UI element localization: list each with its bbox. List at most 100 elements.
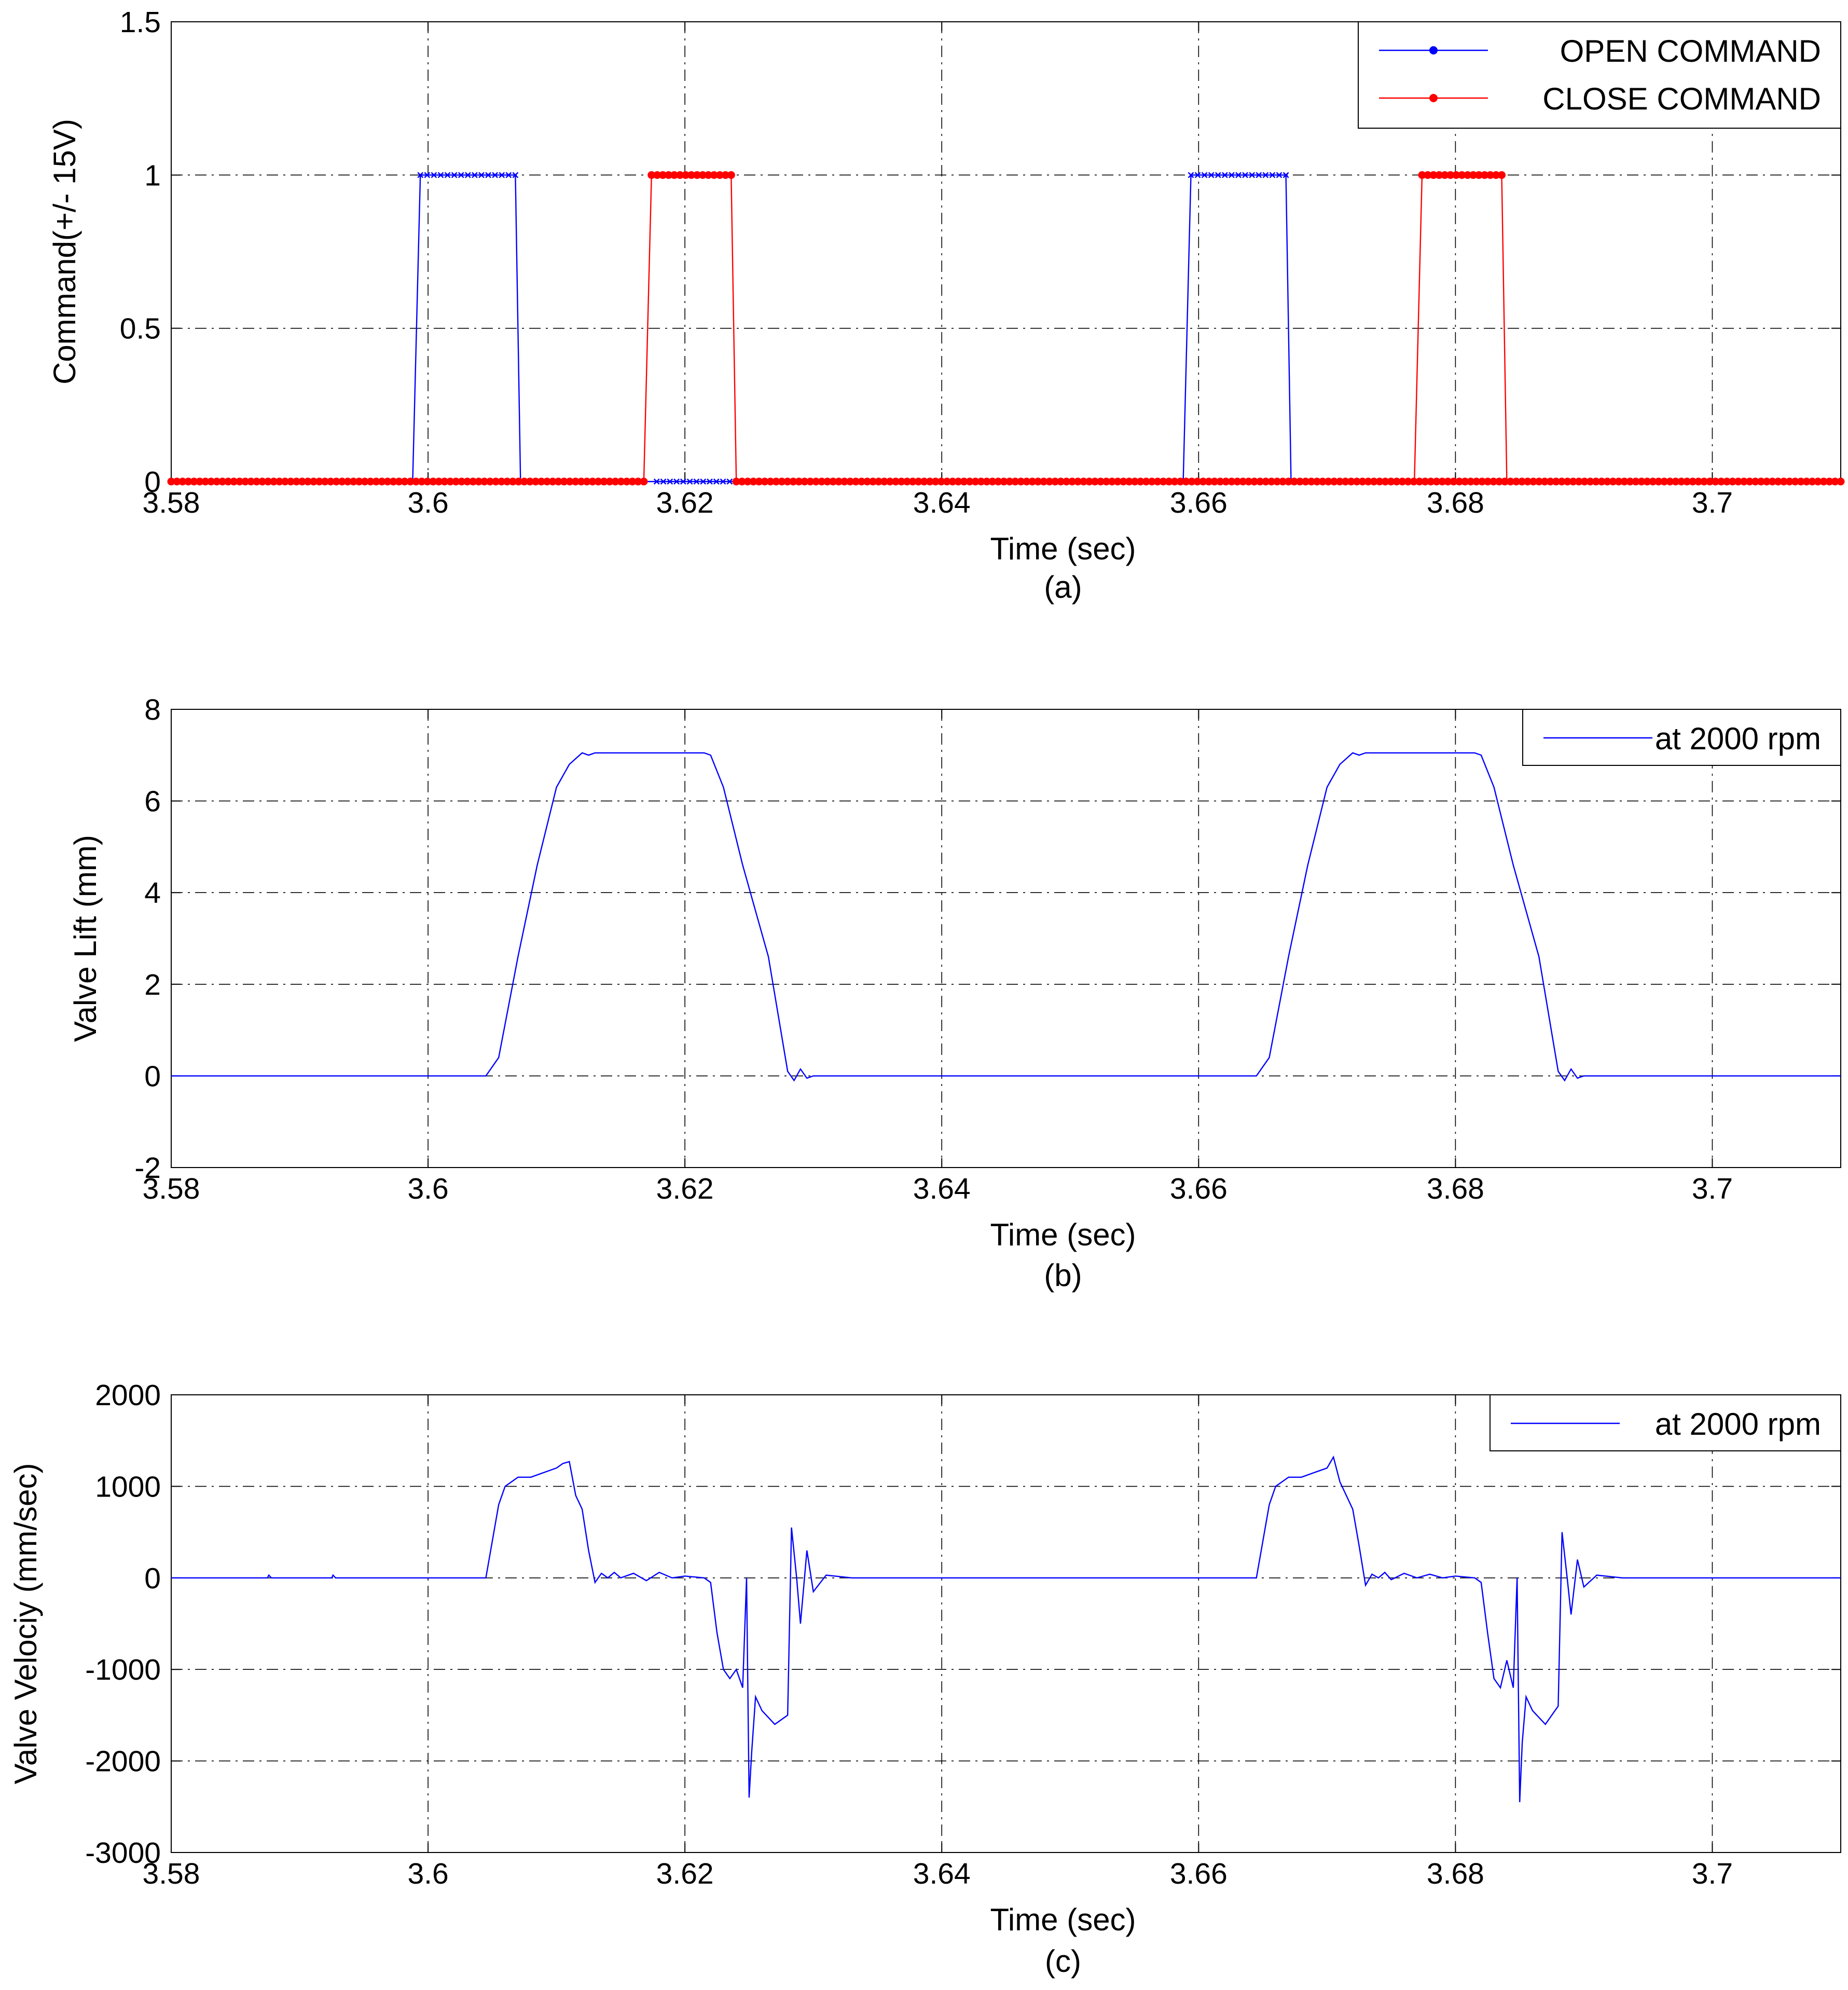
data-point (1267, 477, 1276, 486)
data-point (1000, 477, 1008, 486)
data-point (1831, 477, 1839, 486)
y-tick-label: 2 (144, 968, 161, 1001)
data-point (424, 172, 431, 179)
data-point (514, 477, 522, 486)
data-point (1222, 477, 1230, 486)
data-point (475, 477, 483, 486)
data-point (332, 477, 340, 486)
data-point (1302, 477, 1310, 486)
data-point (1096, 477, 1105, 486)
panel-caption: (c) (1045, 1944, 1081, 1979)
y-tick-label: -2000 (85, 1745, 161, 1778)
data-point (458, 172, 464, 179)
data-point (173, 477, 181, 486)
data-point (1523, 477, 1532, 486)
data-point (1170, 477, 1179, 486)
data-point (1205, 477, 1213, 486)
data-point (241, 477, 250, 486)
data-point (1774, 477, 1782, 486)
data-point (247, 477, 255, 486)
data-point (485, 172, 491, 179)
data-point (721, 171, 729, 179)
data-point (863, 477, 872, 486)
data-point (1229, 172, 1235, 179)
data-point (499, 172, 505, 179)
data-point (526, 477, 534, 486)
data-point (440, 477, 449, 486)
data-point (207, 477, 215, 486)
y-tick-label: 0 (144, 1060, 161, 1093)
data-point (1575, 477, 1583, 486)
x-tick-label: 3.6 (407, 486, 448, 519)
x-tick-label: 3.66 (1170, 486, 1228, 519)
y-tick-label: 1000 (95, 1470, 161, 1503)
data-point (659, 171, 667, 179)
data-point (1353, 477, 1361, 486)
data-point (503, 477, 512, 486)
data-point (1497, 171, 1506, 179)
data-point (1666, 477, 1674, 486)
data-point (458, 477, 466, 486)
data-point (1458, 171, 1466, 179)
data-point (720, 478, 726, 485)
data-point (298, 477, 306, 486)
data-point (1464, 171, 1472, 179)
data-point (880, 477, 888, 486)
data-point (451, 172, 458, 179)
data-point (920, 477, 928, 486)
x-axis-label: Time (sec) (990, 1902, 1136, 1937)
panel-a: 3.58 3.6 3.62 3.64 3.66 3.68 3.7 0 0.5 1 1.5 Time (… (47, 6, 1845, 605)
data-point (1452, 171, 1460, 179)
data-point (673, 478, 680, 485)
data-point (1242, 172, 1249, 179)
data-point (801, 477, 809, 486)
data-point (281, 477, 289, 486)
data-point (966, 477, 974, 486)
data-point (1068, 477, 1077, 486)
legend-label: at 2000 rpm (1655, 1407, 1821, 1442)
data-point (1199, 477, 1207, 486)
data-point (1557, 477, 1566, 486)
data-point (1375, 477, 1384, 486)
data-point (743, 477, 752, 486)
data-point (713, 478, 720, 485)
series-line (171, 1455, 1841, 1803)
data-point (446, 477, 454, 486)
data-point (201, 477, 210, 486)
data-point (795, 477, 803, 486)
data-point (543, 477, 551, 486)
data-point (292, 477, 300, 486)
x-axis-label: Time (sec) (990, 531, 1136, 566)
data-point (1250, 477, 1259, 486)
data-point (417, 172, 424, 179)
data-point (818, 477, 826, 486)
data-point (1125, 477, 1133, 486)
data-point (1165, 477, 1173, 486)
x-tick-label: 3.7 (1692, 1172, 1733, 1205)
data-point (1757, 477, 1765, 486)
legend-box (1358, 21, 1841, 129)
data-point (1751, 477, 1759, 486)
data-point (611, 477, 619, 486)
data-point (1706, 477, 1714, 486)
data-point (778, 477, 786, 486)
data-point (492, 477, 500, 486)
data-point (766, 477, 775, 486)
data-point (971, 477, 980, 486)
data-point (617, 477, 625, 486)
data-point (1045, 477, 1054, 486)
x-tick-label: 3.64 (913, 486, 971, 519)
data-point (1136, 477, 1144, 486)
data-point (943, 477, 951, 486)
data-point (1429, 171, 1438, 179)
data-point (1689, 477, 1697, 486)
data-point (1034, 477, 1042, 486)
x-tick-label: 3.68 (1427, 1857, 1484, 1890)
x-tick-label: 3.64 (913, 1172, 971, 1205)
data-point (1512, 477, 1521, 486)
data-point (1660, 477, 1668, 486)
data-point (1683, 477, 1691, 486)
data-point (1364, 477, 1372, 486)
data-point (686, 478, 693, 485)
data-point (1546, 477, 1554, 486)
